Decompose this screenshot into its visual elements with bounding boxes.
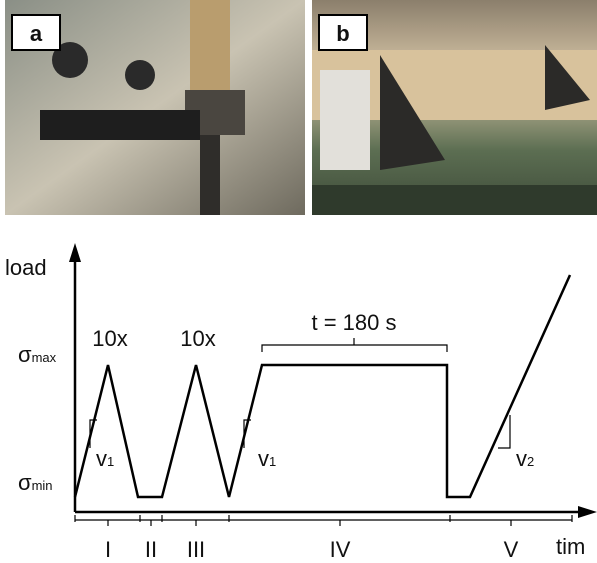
symbol: σ (18, 342, 32, 367)
panel-label: a (30, 21, 43, 46)
x-axis-label: tim (556, 534, 585, 559)
phase-label: IV (330, 537, 351, 562)
level-min: σmin (18, 470, 53, 495)
annotation: 10x (180, 326, 215, 351)
slope-marks (74, 338, 573, 526)
rate-label: v2 (516, 446, 534, 471)
symbol: v (258, 446, 269, 471)
photo-a: a (5, 0, 305, 215)
subscript: min (32, 478, 53, 493)
subscript: max (32, 350, 57, 365)
phase-label: I (105, 537, 111, 562)
photo-b: b (312, 0, 597, 215)
annotation: t = 180 s (311, 310, 396, 335)
rate-label: v1 (96, 446, 114, 471)
symbol: v (96, 446, 107, 471)
phase-label: III (187, 537, 205, 562)
subscript: 2 (527, 454, 534, 469)
panel-label: b (336, 21, 349, 46)
rate-label: v1 (258, 446, 276, 471)
level-max: σmax (18, 342, 57, 367)
symbol: σ (18, 470, 32, 495)
symbol: v (516, 446, 527, 471)
y-axis-label: load (5, 255, 47, 280)
subscript: 1 (107, 454, 114, 469)
axes (69, 243, 597, 518)
annotation: 10x (92, 326, 127, 351)
subscript: 1 (269, 454, 276, 469)
phase-label: II (145, 537, 157, 562)
load-path (73, 274, 572, 499)
phase-label: V (504, 537, 519, 562)
